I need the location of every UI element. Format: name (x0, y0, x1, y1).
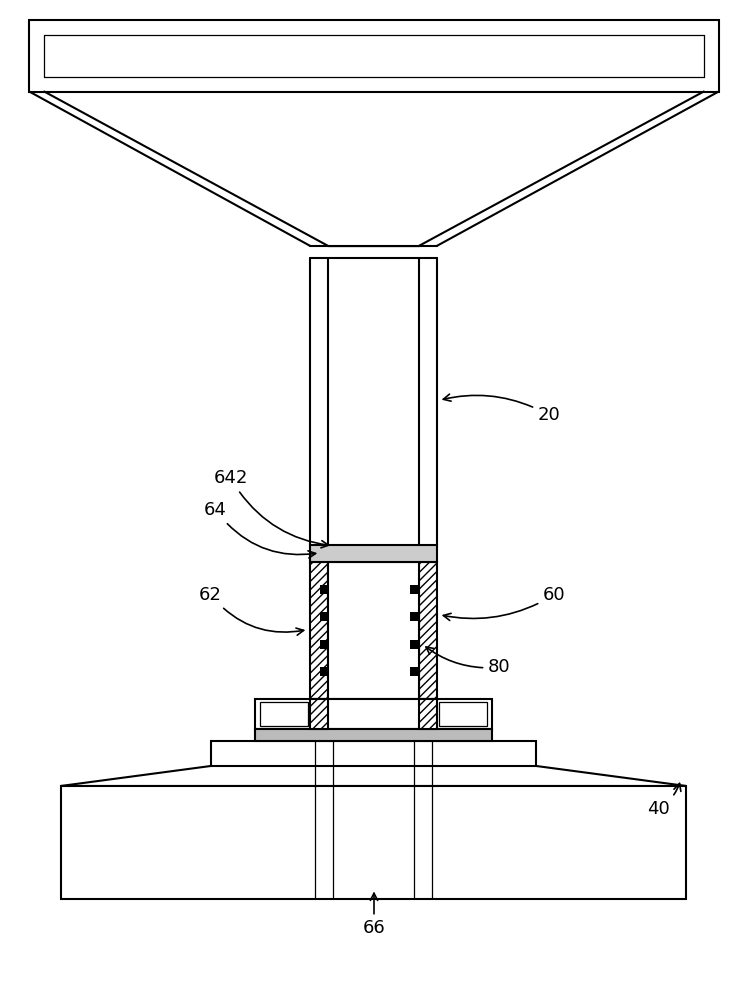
Bar (410, 640, 419, 649)
Bar (310, 699, 328, 729)
Text: 64: 64 (204, 501, 315, 558)
Text: 80: 80 (426, 647, 511, 676)
Bar (438, 702, 486, 726)
Bar (29, 20, 719, 92)
Bar (320, 585, 329, 594)
Bar (320, 667, 329, 676)
Bar (410, 667, 419, 676)
Bar (320, 612, 329, 621)
Bar (211, 741, 536, 766)
Text: 62: 62 (199, 586, 304, 635)
Text: 642: 642 (214, 469, 329, 548)
Text: 60: 60 (443, 586, 565, 620)
Bar (310, 562, 328, 699)
Bar (419, 562, 437, 699)
Bar (255, 699, 492, 729)
Bar (410, 612, 419, 621)
Text: 20: 20 (443, 394, 561, 424)
Bar (255, 729, 492, 741)
Bar (419, 699, 437, 729)
Text: 40: 40 (648, 783, 681, 818)
Bar (410, 585, 419, 594)
Bar (261, 702, 309, 726)
Text: 66: 66 (362, 893, 385, 937)
Bar (61, 786, 686, 899)
Bar (310, 545, 437, 562)
Bar (328, 562, 419, 699)
Bar (320, 640, 329, 649)
